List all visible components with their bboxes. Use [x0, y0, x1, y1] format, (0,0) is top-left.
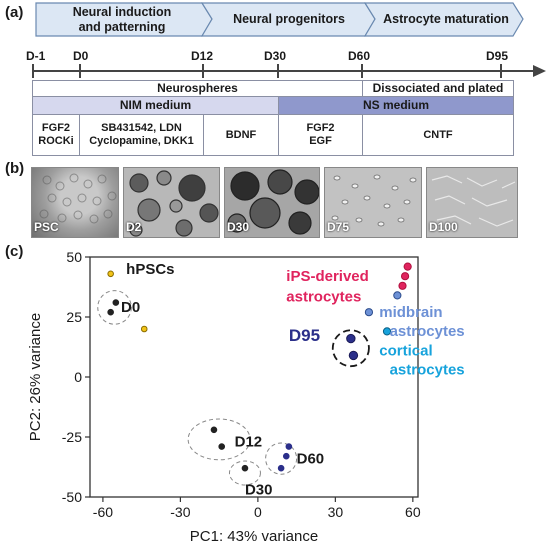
x-tick-label: 60: [405, 504, 421, 520]
group-label-astrocytes: astrocytes: [286, 288, 361, 305]
y-axis-title: PC2: 26% variance: [27, 313, 44, 441]
x-tick-label: 0: [254, 504, 262, 520]
panel-label-a: (a): [5, 4, 24, 21]
x-tick-label: -30: [170, 504, 190, 520]
d2-spheres: [129, 170, 219, 237]
data-point-d12: [218, 443, 226, 450]
group-label-d30: D30: [245, 482, 273, 499]
micrograph-d2: D2: [123, 167, 220, 238]
group-label-ips-derived: iPS-derived: [286, 268, 369, 285]
cluster-outline: [331, 329, 370, 368]
d100-cells: [431, 175, 516, 227]
nim-medium-cell: NIM medium: [32, 96, 279, 115]
micrograph-d100: D100: [426, 167, 518, 238]
day-label-d-1: D-1: [26, 49, 46, 63]
factor-cell-sb431542: SB431542, LDN Cyclopamine, DKK1: [79, 114, 204, 156]
stage-progenitors-label: Neural progenitors: [233, 12, 345, 26]
y-tick-label: 25: [66, 309, 82, 325]
cluster-outline: [265, 442, 298, 475]
data-point-hpscs: [140, 325, 148, 333]
group-label-hpscs: hPSCs: [126, 261, 174, 278]
cluster-outline: [97, 290, 132, 325]
data-point-ips-derived-astrocytes: [403, 262, 412, 271]
factor-cell-fgf2-egf: FGF2 EGF: [278, 114, 363, 156]
d75-cells: [331, 174, 417, 227]
stage-maturation-label: Astrocyte maturation: [383, 12, 509, 26]
data-point-d0: [112, 299, 120, 306]
panel-label-c: (c): [5, 243, 24, 260]
day-label-d30: D30: [264, 49, 287, 63]
micrograph-psc: PSC: [31, 167, 119, 238]
day-label-d0: D0: [73, 49, 89, 63]
group-label-d60: D60: [297, 450, 325, 467]
data-point-ips-derived-astrocytes: [398, 281, 407, 290]
cluster-outline: [228, 460, 261, 486]
stage-arrow-maturation: [363, 2, 524, 37]
group-label-d95: D95: [289, 326, 320, 345]
group-label-d0: D0: [121, 299, 140, 316]
x-tick-label: 30: [328, 504, 344, 520]
day-label-d60: D60: [348, 49, 371, 63]
group-label-midbrain: midbrain: [379, 304, 442, 321]
data-point-d95: [348, 350, 359, 361]
day-label-d12: D12: [191, 49, 214, 63]
data-point-hpscs: [107, 270, 114, 278]
data-point-d95: [346, 333, 356, 344]
data-point-d30: [241, 464, 249, 472]
data-point-d60: [277, 464, 285, 472]
d30-spheres: [227, 169, 319, 235]
factor-cell-cntf: CNTF: [362, 114, 514, 156]
dissociated-cell: Dissociated and plated: [362, 80, 514, 97]
data-point-midbrain-astrocytes: [364, 308, 374, 317]
data-point-d60: [282, 452, 290, 460]
y-tick-label: -25: [62, 429, 82, 445]
data-point-midbrain-astrocytes: [393, 291, 402, 300]
x-tick-label: -60: [93, 504, 113, 520]
stage-arrows: [35, 2, 524, 37]
micrograph-label-d100: D100: [429, 220, 458, 234]
timeline-axis: [32, 64, 546, 78]
y-tick-label: -50: [62, 489, 82, 505]
x-axis-title: PC1: 43% variance: [190, 528, 318, 545]
factor-cell-fgf2-rocki: FGF2 ROCKi: [32, 114, 80, 156]
day-label-d95: D95: [486, 49, 509, 63]
data-point-cortical-astrocytes: [382, 327, 392, 336]
plot-frame: [89, 256, 419, 498]
micrograph-d30: D30: [224, 167, 320, 238]
y-tick-label: 0: [74, 369, 82, 385]
panel-label-b: (b): [5, 160, 25, 177]
group-label-cortical: cortical: [379, 342, 432, 359]
group-label-astrocytes: astrocytes: [390, 362, 465, 379]
data-point-ips-derived-astrocytes: [400, 272, 410, 281]
factor-cell-bdnf: BDNF: [203, 114, 279, 156]
y-tick-label: 50: [66, 249, 82, 265]
data-point-d12: [210, 426, 218, 434]
data-point-d0: [107, 308, 114, 316]
micrograph-label-d2: D2: [126, 220, 142, 234]
micrograph-label-d75: D75: [327, 220, 350, 234]
group-label-astrocytes: astrocytes: [390, 323, 465, 340]
timeline-arrowhead: [533, 65, 546, 77]
micrograph-label-psc: PSC: [34, 220, 59, 234]
data-point-d60: [285, 443, 293, 450]
micrograph-d75: D75: [324, 167, 422, 238]
cluster-outline: [187, 418, 251, 461]
micrograph-label-d30: D30: [227, 220, 250, 234]
psc-texture: [39, 173, 117, 224]
group-label-d12: D12: [235, 434, 263, 451]
stage-induction-label: Neural induction and patterning: [72, 5, 172, 34]
